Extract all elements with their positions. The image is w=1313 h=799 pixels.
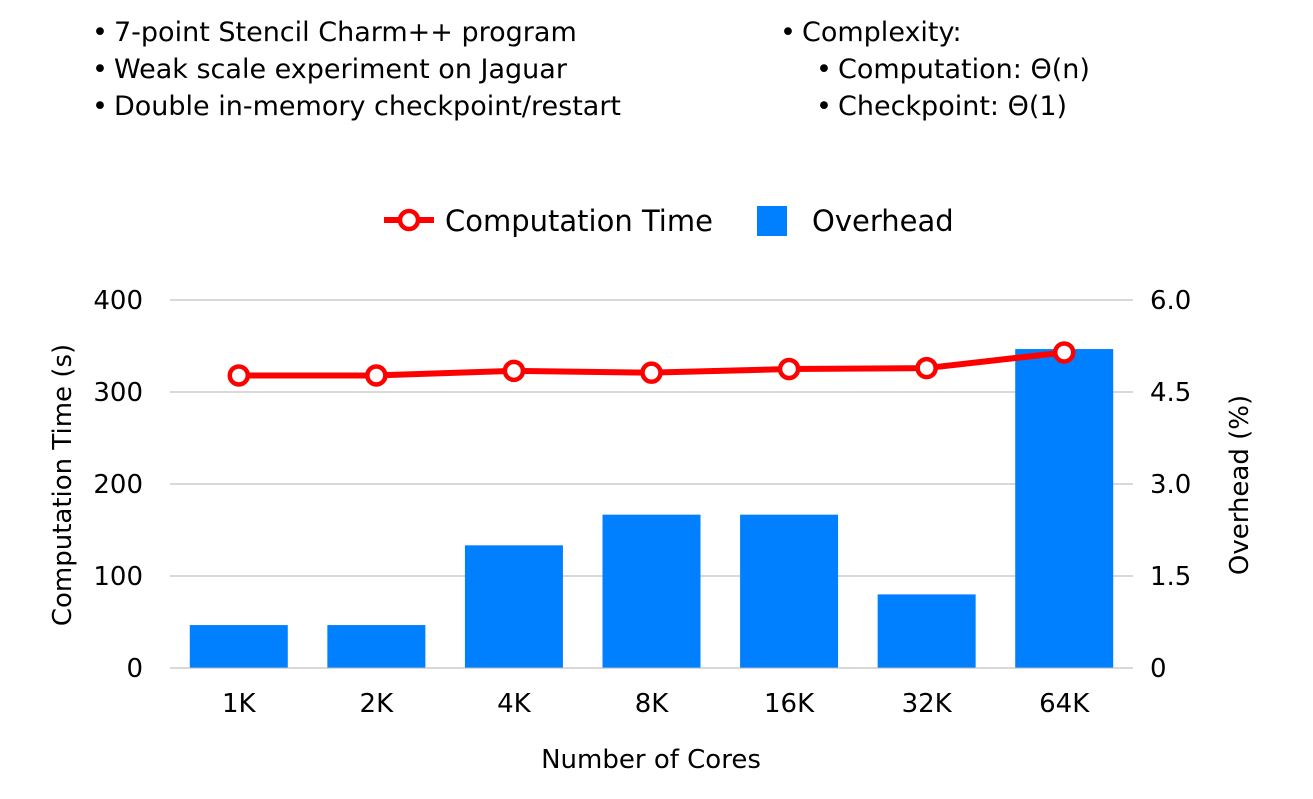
y-tick-label: 200 (93, 470, 143, 500)
computation-time-line (227, 341, 1076, 387)
y-tick-label: 400 (93, 286, 143, 316)
overhead-bar (327, 625, 426, 668)
legend-label-computation-time: Computation Time (445, 204, 713, 238)
x-tick-label: 2K (360, 689, 395, 719)
y2-tick-label: 6.0 (1150, 286, 1191, 316)
x-tick-label: 4K (497, 689, 532, 719)
legend-bar-swatch (757, 206, 787, 236)
complexity-item: Computation: Θ(n) (780, 51, 1090, 88)
x-tick-label: 1K (222, 689, 257, 719)
y-tick-label: 0 (126, 654, 143, 684)
note-left-item: Double in-memory checkpoint/restart (92, 88, 621, 125)
y2-tick-label: 3.0 (1150, 470, 1191, 500)
computation-time-point (777, 357, 801, 381)
legend-marker-swatch (397, 208, 421, 232)
notes-left-list: 7-point Stencil Charm++ program Weak sca… (92, 14, 621, 125)
y2-tick-label: 4.5 (1150, 378, 1191, 408)
y2-tick-label: 0 (1150, 654, 1167, 684)
computation-time-point (227, 364, 251, 387)
y-axis-title: Computation Time (s) (48, 344, 78, 626)
complexity-item: Checkpoint: Θ(1) (780, 88, 1090, 125)
legend-label-overhead: Overhead (812, 204, 954, 238)
x-tick-label: 64K (1039, 689, 1090, 719)
legend: Computation Time Overhead (384, 204, 954, 238)
overhead-bar (189, 625, 288, 668)
x-tick-label: 16K (764, 689, 815, 719)
x-axis-title: Number of Cores (541, 745, 761, 775)
note-left-item: 7-point Stencil Charm++ program (92, 14, 621, 51)
computation-time-point (915, 356, 938, 380)
y2-tick-label: 1.5 (1150, 562, 1191, 592)
tick-labels: 0 0 100 1.5 200 3.0 300 4.5 400 6.0 1K 2K 4K 8K 16K 32K… (93, 286, 1191, 719)
overhead-bar (1015, 349, 1114, 668)
overhead-bar (877, 594, 976, 668)
x-tick-label: 8K (635, 689, 670, 719)
overhead-bar (602, 514, 701, 668)
y-tick-label: 100 (93, 562, 143, 592)
y-tick-label: 300 (93, 378, 143, 408)
computation-time-point (365, 364, 388, 387)
computation-time-point (640, 361, 663, 384)
y2-axis-title: Overhead (%) (1225, 395, 1255, 575)
overhead-bar (740, 514, 839, 668)
note-left-item: Weak scale experiment on Jaguar (92, 51, 621, 88)
overhead-bars (189, 349, 1114, 668)
gridlines (170, 299, 1133, 577)
x-tick-label: 32K (902, 689, 953, 719)
computation-time-point (1052, 341, 1076, 364)
overhead-bar (464, 545, 563, 668)
complexity-heading: Complexity: (780, 14, 1090, 51)
notes-right-list: Complexity: Computation: Θ(n) Checkpoint… (780, 14, 1090, 125)
computation-time-point (502, 359, 526, 383)
